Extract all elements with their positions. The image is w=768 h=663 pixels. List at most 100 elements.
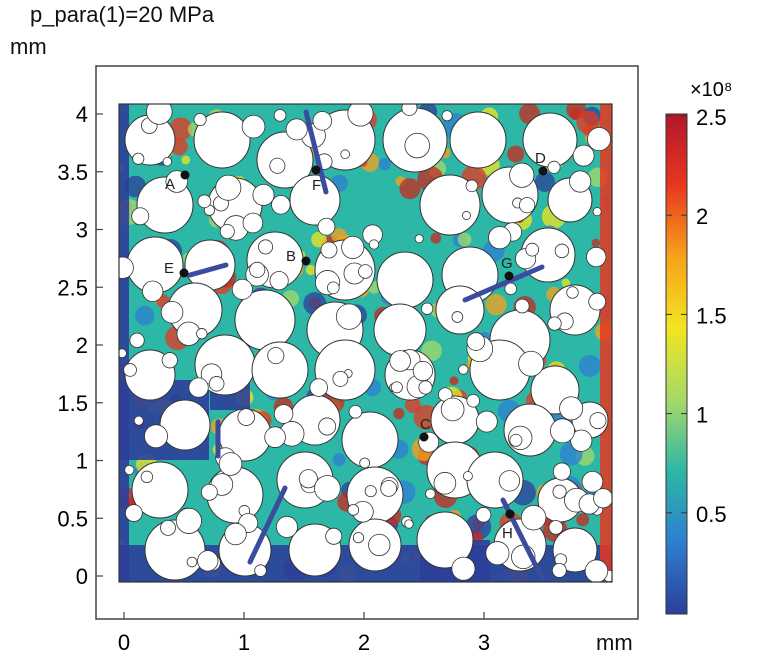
small-grain — [414, 234, 424, 244]
small-grain — [466, 332, 486, 351]
small-grain — [129, 332, 145, 348]
small-grain — [364, 485, 377, 498]
stress-patch — [535, 171, 555, 192]
grain — [341, 411, 399, 469]
small-grain — [271, 195, 291, 215]
small-grain — [133, 415, 144, 426]
small-grain — [518, 350, 544, 377]
colorbar-tick-label: 0.5 — [696, 502, 727, 527]
colorbar-exponent: ×10⁸ — [690, 79, 732, 101]
stress-patch — [578, 354, 601, 377]
small-grain — [441, 110, 453, 122]
monitor-point — [419, 432, 429, 442]
small-grain — [144, 424, 168, 449]
small-grain — [358, 264, 373, 279]
stress-patch — [399, 178, 421, 200]
small-grain — [273, 109, 287, 122]
stress-patch — [169, 117, 193, 141]
small-grain — [475, 410, 498, 433]
stress-patch — [393, 408, 405, 420]
colorbar-tick-label: 1.5 — [696, 303, 727, 328]
stress-patch — [311, 231, 327, 248]
small-grain — [146, 104, 173, 125]
small-grain — [193, 113, 207, 127]
small-grain — [269, 271, 289, 291]
small-grain — [488, 226, 512, 250]
grain — [449, 111, 507, 169]
y-axis-unit: mm — [10, 34, 47, 59]
grain — [376, 251, 434, 309]
small-grain — [124, 504, 143, 522]
stress-patch — [135, 305, 155, 326]
small-grain — [231, 278, 253, 300]
small-grain — [514, 298, 530, 314]
small-grain — [320, 241, 338, 259]
small-grain — [254, 564, 267, 577]
small-grain — [162, 156, 173, 167]
fracture — [187, 262, 229, 278]
small-grain — [160, 519, 176, 536]
plot-title: p_para(1)=20 MPa — [30, 2, 215, 27]
colorbar — [665, 113, 688, 615]
small-grain — [584, 559, 609, 582]
small-grain — [547, 160, 561, 174]
small-grain — [547, 316, 562, 331]
small-grain — [425, 488, 436, 500]
x-tick-label: 1 — [238, 630, 250, 655]
stress-patch — [430, 232, 442, 244]
small-grain — [348, 404, 363, 419]
small-grain — [267, 347, 285, 365]
small-grain — [498, 470, 521, 492]
small-grain — [519, 197, 536, 214]
small-grain — [325, 527, 343, 545]
small-grain — [131, 207, 150, 226]
small-grain — [440, 397, 465, 422]
small-grain — [389, 350, 411, 372]
colorbar-tick-label: 2.5 — [696, 105, 727, 130]
stress-patch — [449, 376, 459, 386]
small-grain — [119, 348, 127, 359]
small-grain — [332, 370, 349, 387]
monitor-point — [538, 166, 548, 176]
small-grain — [241, 114, 266, 139]
small-grain — [160, 301, 184, 324]
small-grain — [586, 246, 607, 268]
small-grain — [359, 457, 371, 469]
small-grain — [462, 211, 471, 220]
small-grain — [552, 484, 567, 499]
small-grain — [285, 118, 308, 141]
small-grain — [335, 303, 363, 330]
grain — [159, 399, 211, 451]
small-grain — [196, 328, 208, 340]
stress-patch — [404, 397, 421, 413]
small-grain — [123, 363, 137, 377]
y-tick-label: 3.5 — [57, 160, 88, 185]
y-tick-label: 2.5 — [57, 275, 88, 300]
domain-border — [118, 103, 613, 583]
stress-patch — [332, 453, 346, 467]
small-grain — [298, 469, 318, 489]
small-grain — [197, 194, 212, 209]
small-grain — [340, 149, 350, 160]
small-grain — [475, 507, 492, 523]
small-grain — [587, 127, 612, 152]
small-grain — [581, 470, 604, 493]
fracture — [247, 485, 288, 565]
small-grain — [412, 360, 433, 382]
small-grain — [242, 212, 264, 234]
small-grain — [368, 239, 380, 250]
small-grain — [520, 504, 547, 531]
point-label: G — [501, 255, 513, 272]
small-grain — [433, 471, 457, 495]
small-grain — [252, 183, 275, 206]
small-grain — [119, 256, 134, 279]
small-grain — [465, 179, 479, 193]
small-grain — [161, 352, 178, 369]
stress-patch — [457, 232, 472, 247]
stress-patch — [561, 278, 571, 288]
small-grain — [593, 488, 612, 509]
small-grain — [264, 426, 286, 448]
small-grain — [509, 162, 535, 188]
stress-patch — [507, 145, 525, 163]
small-grain — [570, 429, 593, 452]
